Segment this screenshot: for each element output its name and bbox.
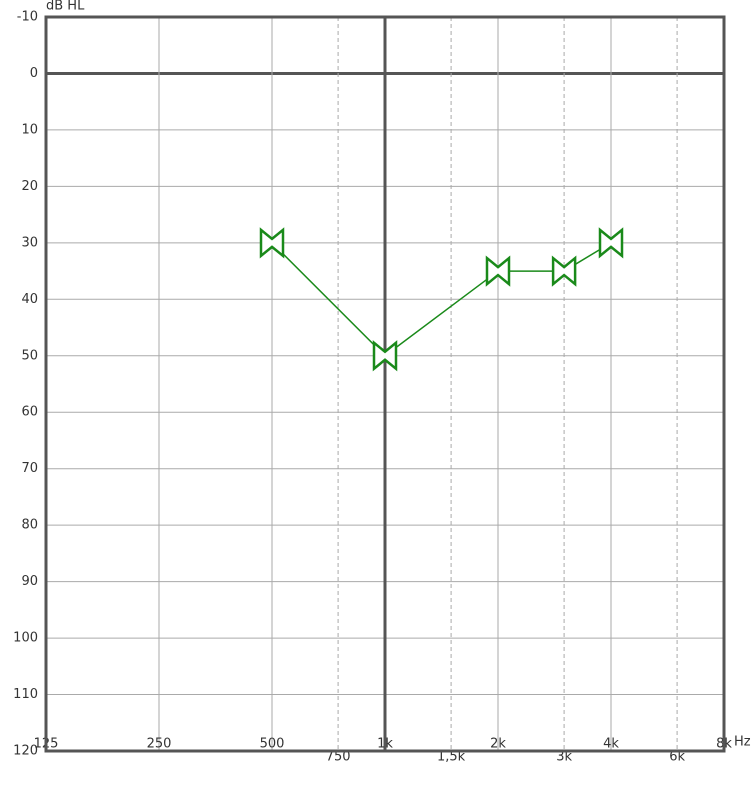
y-tick-label: 70	[21, 461, 38, 476]
x-tick-label: 2k	[490, 737, 506, 752]
y-tick-label: 120	[13, 744, 38, 759]
x-tick-label: 1k	[377, 737, 393, 752]
x-tick-label: 250	[147, 737, 172, 752]
marker-bowtie	[259, 227, 285, 259]
y-tick-label: -10	[17, 10, 38, 25]
x-tick-label: 4k	[603, 737, 619, 752]
y-tick-label: 110	[13, 687, 38, 702]
y-tick-label: 100	[13, 631, 38, 646]
x-tick-label: 500	[260, 737, 285, 752]
x-tick-label: 3k	[556, 750, 572, 765]
marker-bowtie	[598, 227, 624, 259]
marker-bowtie	[485, 255, 511, 287]
y-tick-label: 30	[21, 235, 38, 250]
y-tick-label: 60	[21, 405, 38, 420]
y-tick-label: 90	[21, 574, 38, 589]
x-tick-label: 6k	[669, 750, 685, 765]
marker-bowtie	[551, 255, 577, 287]
y-tick-label: 50	[21, 348, 38, 363]
x-axis-label: Hz	[734, 735, 751, 750]
y-tick-label: 0	[30, 66, 38, 81]
y-tick-label: 40	[21, 292, 38, 307]
y-tick-label: 10	[21, 122, 38, 137]
y-tick-label: 20	[21, 179, 38, 194]
plot-frame	[44, 15, 726, 753]
y-axis-label: dB HL	[46, 0, 85, 14]
x-tick-label: 1,5k	[437, 750, 466, 765]
x-tick-label: 750	[326, 750, 351, 765]
y-tick-label: 80	[21, 518, 38, 533]
marker-bowtie	[372, 340, 398, 372]
